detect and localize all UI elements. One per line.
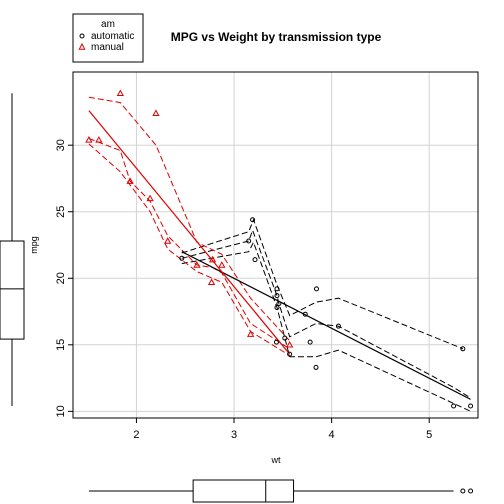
point-automatic xyxy=(313,364,319,370)
point-manual xyxy=(116,89,124,97)
point-manual xyxy=(164,237,172,244)
point-automatic xyxy=(282,335,288,341)
smooth-upper-automatic xyxy=(181,218,464,350)
point-manual xyxy=(85,136,93,143)
y-tick-label: 25 xyxy=(55,206,67,218)
point-manual xyxy=(218,261,226,268)
point-automatic xyxy=(307,339,313,345)
point-automatic xyxy=(451,403,457,409)
fit-line-manual xyxy=(88,110,291,355)
plot-frame xyxy=(72,71,479,419)
smooth-line-manual xyxy=(88,138,290,350)
legend-marker-manual xyxy=(78,42,86,50)
y-tick-label: 10 xyxy=(55,405,67,417)
smooth-line-automatic xyxy=(181,228,471,399)
point-automatic xyxy=(460,346,466,352)
y-marginal-boxplot xyxy=(0,93,25,407)
point-automatic xyxy=(276,301,282,307)
smooth-curves xyxy=(88,96,471,412)
legend-title: am xyxy=(101,19,115,30)
axes: 2 3 4 5 10 15 20 25 30 xyxy=(55,139,432,441)
point-manual xyxy=(207,278,216,286)
smooth-lower-automatic xyxy=(181,241,471,412)
data-points xyxy=(85,89,474,409)
point-automatic xyxy=(179,255,185,261)
point-automatic xyxy=(287,351,293,357)
point-automatic xyxy=(313,286,319,292)
point-automatic xyxy=(250,217,256,223)
point-automatic xyxy=(274,286,280,292)
point-manual xyxy=(246,330,255,337)
point-automatic xyxy=(274,293,280,299)
x-tick-label: 2 xyxy=(133,429,139,441)
point-automatic xyxy=(274,305,280,311)
x-tick-label: 5 xyxy=(426,429,432,441)
y-axis-label: mpg xyxy=(29,236,39,254)
x-box-outlier xyxy=(460,488,466,494)
point-manual xyxy=(95,136,103,143)
point-automatic xyxy=(273,339,279,345)
regression-lines xyxy=(88,110,471,400)
y-tick-label: 15 xyxy=(55,339,67,351)
y-box xyxy=(0,240,25,340)
point-manual xyxy=(126,177,134,184)
point-manual xyxy=(208,255,217,263)
x-marginal-boxplot xyxy=(88,479,474,503)
x-box-outlier xyxy=(468,488,474,494)
point-automatic xyxy=(252,257,258,263)
point-automatic xyxy=(246,238,252,244)
point-manual xyxy=(152,109,160,116)
x-tick-label: 3 xyxy=(231,429,237,441)
point-automatic xyxy=(302,311,308,317)
legend-label-automatic: automatic xyxy=(91,31,134,42)
fit-line-automatic xyxy=(181,251,471,400)
x-box xyxy=(192,479,295,503)
x-axis-label: wt xyxy=(271,455,281,465)
y-tick-label: 20 xyxy=(55,272,67,284)
legend-box xyxy=(72,13,144,63)
legend-label-manual: manual xyxy=(91,42,124,53)
y-tick-label: 30 xyxy=(55,139,67,151)
point-manual xyxy=(286,340,294,348)
chart-title: MPG vs Weight by transmission type xyxy=(171,30,382,44)
x-tick-label: 4 xyxy=(329,429,335,441)
smooth-upper-manual xyxy=(88,96,291,342)
smooth-lower-manual xyxy=(88,143,290,356)
grid xyxy=(73,72,478,418)
point-manual xyxy=(146,194,154,202)
point-manual xyxy=(193,261,201,268)
point-automatic xyxy=(468,403,474,409)
point-automatic xyxy=(335,323,341,329)
legend-marker-automatic xyxy=(79,33,85,39)
